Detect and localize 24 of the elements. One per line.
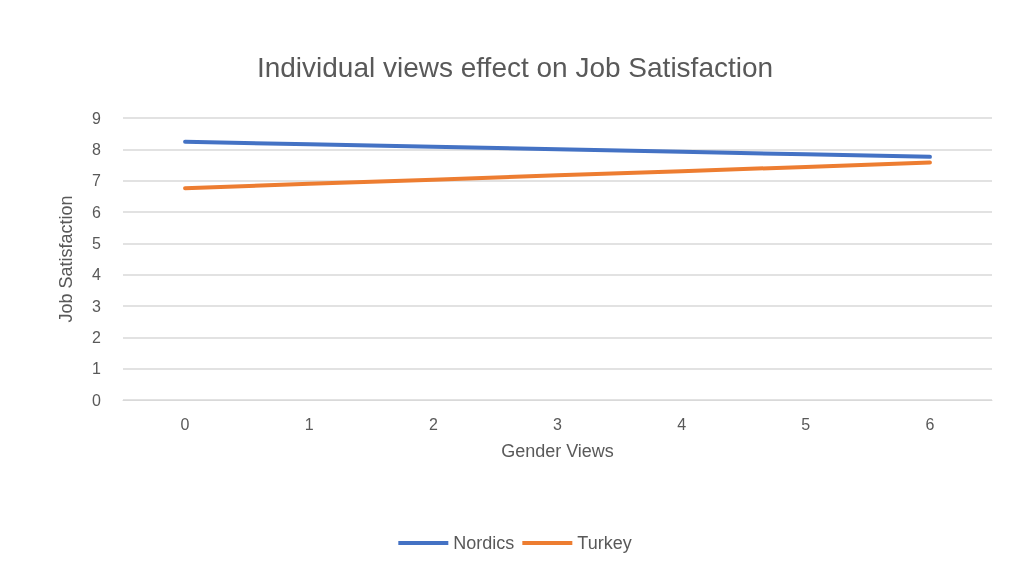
y-tick-label: 3: [92, 297, 102, 315]
y-tick-label: 8: [92, 140, 102, 158]
x-tick-label: 6: [925, 415, 935, 433]
y-tick-label: 2: [92, 328, 102, 346]
y-tick-label: 4: [92, 266, 102, 284]
y-tick-label: 5: [92, 234, 102, 252]
x-tick-label: 2: [428, 415, 438, 433]
chart-title: Individual views effect on Job Satisfaction: [256, 51, 774, 83]
y-tick-label: 9: [92, 109, 102, 127]
y-axis-title: Job Satisfaction: [56, 195, 76, 323]
y-tick-label: 7: [92, 172, 102, 190]
line-series: [183, 160, 932, 191]
x-axis-title: Gender Views: [501, 441, 614, 461]
x-tick-label: 0: [180, 415, 190, 433]
line-series: [183, 139, 932, 159]
y-tick-label: 1: [92, 360, 102, 378]
y-tick-label: 6: [92, 203, 102, 221]
x-tick-label: 5: [801, 415, 811, 433]
x-tick-label: 1: [304, 415, 314, 433]
legend-label: Nordics: [453, 533, 515, 553]
legend-label: Turkey: [577, 533, 632, 553]
x-tick-label: 3: [553, 415, 563, 433]
y-tick-label: 0: [92, 391, 102, 409]
x-tick-label: 4: [677, 415, 687, 433]
